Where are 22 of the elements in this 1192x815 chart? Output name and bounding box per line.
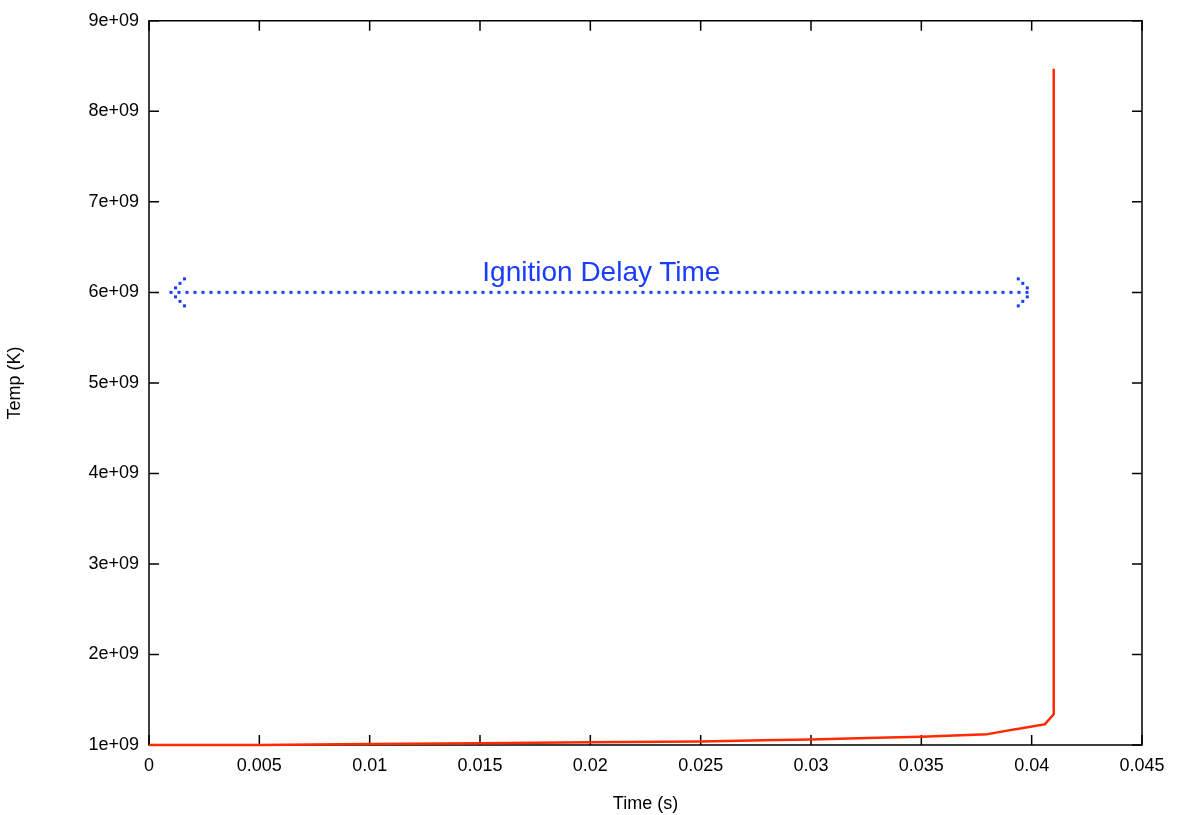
- x-tick-label: 0.015: [457, 754, 503, 775]
- x-tick-label: 0.005: [236, 754, 282, 775]
- y-tick-label: 8e+09: [88, 100, 139, 121]
- y-tick-label: 9e+09: [88, 9, 139, 30]
- y-tick-label: 4e+09: [88, 462, 139, 483]
- x-tick-label: 0: [143, 754, 155, 775]
- y-tick-label: 1e+09: [88, 733, 139, 754]
- x-tick-label: 0.02: [572, 754, 608, 775]
- annotation: Ignition Delay Time: [482, 256, 721, 289]
- x-tick-label: 0.01: [352, 754, 388, 775]
- x-tick-label: 0.04: [1014, 754, 1050, 775]
- y-tick-label: 6e+09: [88, 281, 139, 302]
- y-tick-label: 2e+09: [88, 643, 139, 664]
- y-tick-label: 7e+09: [88, 190, 139, 211]
- x-axis-title: Time (s): [612, 793, 679, 814]
- y-axis-title: Temp (K): [3, 346, 24, 420]
- y-tick-label: 5e+09: [88, 371, 139, 392]
- x-tick-label: 0.035: [898, 754, 944, 775]
- x-tick-label: 0.025: [678, 754, 724, 775]
- y-tick-label: 3e+09: [88, 552, 139, 573]
- x-tick-label: 0.045: [1119, 754, 1165, 775]
- x-tick-label: 0.03: [793, 754, 829, 775]
